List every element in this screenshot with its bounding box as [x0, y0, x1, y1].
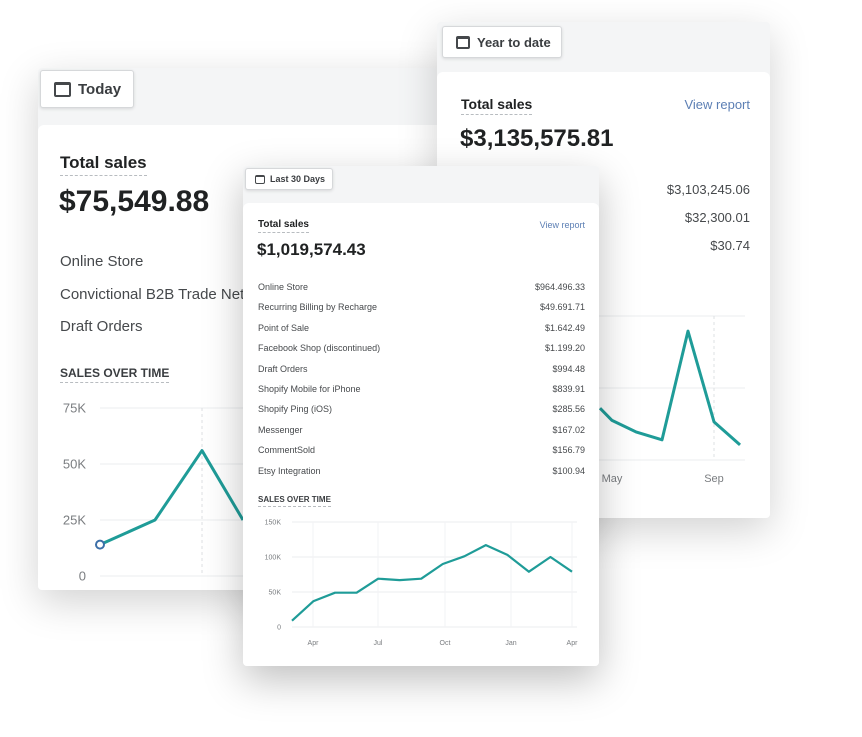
x-tick-label: Apr	[567, 640, 579, 647]
total-sales-amount: $1,019,574.43	[257, 240, 366, 259]
calendar-icon	[255, 174, 265, 184]
channel-row-label: Etsy Integration	[258, 465, 321, 476]
date-range-today-button[interactable]: Today	[40, 70, 134, 108]
y-tick-label: 0	[277, 624, 281, 631]
y-tick-label: 75K	[63, 400, 86, 415]
channel-row-value: $1.642.49	[544, 322, 585, 333]
calendar-icon	[456, 35, 470, 49]
channel-row-value: $964.496.33	[534, 282, 585, 292]
tab-label: Year to date	[477, 34, 551, 50]
date-range-ytd-button[interactable]: Year to date	[442, 26, 562, 58]
channel-row-label: Facebook Shop (discontinued)	[258, 343, 381, 354]
sales-over-time-label: SALES OVER TIME	[258, 495, 331, 507]
y-tick-label: 25K	[63, 512, 86, 527]
tab-label: Last 30 Days	[270, 174, 326, 184]
channel-value: $32,300.01	[684, 210, 750, 225]
channel-row-label: Messenger	[258, 424, 303, 435]
tab-label: Today	[78, 80, 122, 98]
total-sales-amount: $3,135,575.81	[460, 125, 614, 152]
view-report-link[interactable]: View report	[684, 97, 750, 112]
channel-row-value: $100.94	[552, 465, 585, 476]
channel-row-label: CommentSold	[258, 445, 316, 456]
view-report-link[interactable]: View report	[539, 220, 585, 230]
y-tick-label: 150K	[265, 519, 282, 526]
channel-row-label: Shopify Ping (iOS)	[258, 404, 333, 415]
data-point	[95, 539, 105, 550]
channel-row-label: Point of Sale	[258, 322, 310, 333]
channel-row-value: $839.91	[552, 384, 585, 394]
channel-row-label: Recurring Billing by Recharge	[258, 302, 378, 313]
calendar-icon	[54, 81, 71, 97]
channel-row: Convictional B2B Trade Net	[60, 286, 245, 303]
channel-value: $3,103,245.06	[666, 182, 750, 197]
x-tick-label: Sep	[704, 473, 724, 485]
x-tick-label: Apr	[308, 640, 320, 647]
sales-line	[291, 544, 573, 622]
sales-over-time-label: SALES OVER TIME	[60, 366, 170, 383]
y-tick-label: 50K	[269, 589, 282, 596]
x-tick-label: Oct	[440, 640, 451, 647]
total-sales-label: Total sales	[258, 219, 309, 233]
x-tick-label: Jan	[505, 640, 516, 647]
y-tick-label: 0	[79, 568, 86, 583]
total-sales-label: Total sales	[461, 96, 533, 115]
channel-row-label: Draft Orders	[258, 363, 308, 374]
channel-row-label: Online Store	[258, 282, 309, 292]
total-sales-amount: $75,549.88	[59, 185, 210, 218]
channel-row-value: $156.79	[552, 445, 585, 456]
last30-card: Last 30 Days Total sales View report $1,…	[243, 166, 599, 666]
last30-sales-chart: 0 50K 100K 150K Apr Jul Oct Jan Apr	[265, 519, 579, 647]
date-range-last30-button[interactable]: Last 30 Days	[245, 168, 333, 190]
total-sales-label: Total sales	[60, 153, 147, 176]
channel-row-value: $1.199.20	[544, 343, 585, 354]
sales-line	[99, 449, 245, 547]
y-tick-label: 100K	[265, 554, 282, 561]
channel-row: Online Store	[60, 253, 144, 270]
channel-row-value: $285.56	[552, 404, 585, 415]
channel-row-value: $167.02	[552, 424, 585, 435]
channel-value: $30.74	[710, 238, 750, 253]
channel-row-label: Shopify Mobile for iPhone	[258, 384, 361, 394]
channel-row: Draft Orders	[60, 318, 143, 335]
x-tick-label: May	[602, 473, 623, 485]
y-tick-label: 50K	[63, 456, 86, 471]
channel-row-value: $49.691.71	[539, 302, 585, 313]
channel-row-value: $994.48	[552, 363, 585, 374]
x-tick-label: Jul	[374, 640, 383, 647]
